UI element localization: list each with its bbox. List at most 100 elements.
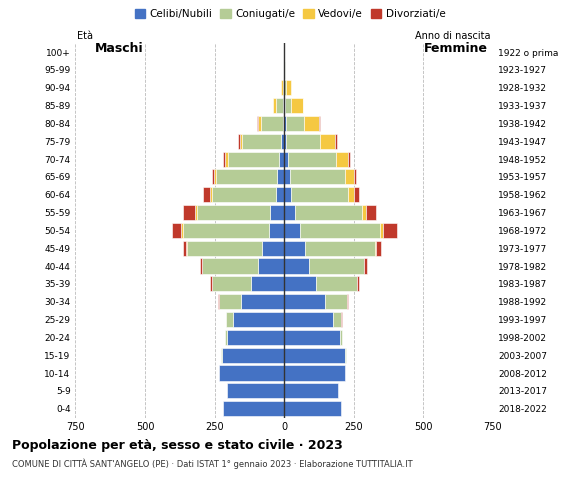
Bar (319, 116, 320, 131)
Bar (281, 134, 284, 149)
Bar (219, 294, 241, 309)
Bar (348, 187, 354, 203)
Bar (197, 205, 270, 220)
Bar (284, 116, 285, 131)
Bar (212, 276, 251, 291)
Bar (183, 223, 269, 238)
Bar (284, 365, 346, 381)
Bar (228, 152, 279, 167)
Bar (285, 98, 291, 113)
Bar (202, 258, 258, 274)
Bar (183, 205, 195, 220)
Bar (284, 187, 291, 203)
Bar (225, 330, 227, 345)
Bar (354, 169, 356, 184)
Bar (286, 80, 291, 96)
Bar (284, 223, 299, 238)
Bar (291, 98, 303, 113)
Bar (258, 258, 284, 274)
Bar (291, 169, 345, 184)
Bar (211, 276, 212, 291)
Bar (269, 223, 284, 238)
Bar (366, 205, 376, 220)
Bar (284, 205, 295, 220)
Bar (287, 134, 320, 149)
Bar (258, 116, 260, 131)
Bar (227, 330, 284, 345)
Bar (226, 152, 228, 167)
Bar (212, 169, 215, 184)
Bar (223, 152, 226, 167)
Bar (279, 152, 284, 167)
Bar (251, 276, 284, 291)
Bar (281, 80, 282, 96)
Bar (227, 383, 284, 398)
Bar (226, 312, 233, 327)
Bar (260, 116, 283, 131)
Bar (216, 169, 277, 184)
Text: COMUNE DI CITTÀ SANT'ANGELO (PE) · Dati ISTAT 1° gennaio 2023 · Elaborazione TUT: COMUNE DI CITTÀ SANT'ANGELO (PE) · Dati … (12, 458, 412, 469)
Text: Maschi: Maschi (95, 42, 143, 55)
Bar (333, 312, 341, 327)
Legend: Celibi/Nubili, Coniugati/e, Vedovi/e, Divorziati/e: Celibi/Nubili, Coniugati/e, Vedovi/e, Di… (130, 5, 450, 24)
Bar (362, 205, 366, 220)
Bar (195, 205, 197, 220)
Bar (256, 116, 258, 131)
Bar (240, 134, 242, 149)
Bar (284, 169, 291, 184)
Bar (219, 365, 284, 381)
Bar (336, 152, 348, 167)
Bar (284, 401, 341, 416)
Bar (215, 169, 216, 184)
Bar (282, 80, 284, 96)
Bar (212, 187, 276, 203)
Bar (284, 258, 309, 274)
Bar (320, 134, 335, 149)
Bar (233, 312, 284, 327)
Bar (291, 187, 348, 203)
Bar (284, 330, 340, 345)
Bar (335, 134, 337, 149)
Bar (284, 348, 346, 363)
Bar (172, 223, 182, 238)
Bar (241, 294, 284, 309)
Bar (270, 205, 284, 220)
Bar (284, 240, 305, 256)
Bar (325, 294, 347, 309)
Bar (276, 187, 284, 203)
Bar (357, 276, 359, 291)
Bar (277, 169, 284, 184)
Bar (305, 240, 375, 256)
Bar (273, 98, 277, 113)
Bar (284, 134, 287, 149)
Bar (376, 240, 381, 256)
Bar (284, 383, 339, 398)
Bar (304, 116, 319, 131)
Bar (285, 116, 304, 131)
Bar (288, 152, 336, 167)
Bar (183, 240, 186, 256)
Bar (242, 134, 281, 149)
Bar (284, 80, 286, 96)
Bar (284, 312, 333, 327)
Bar (284, 276, 316, 291)
Bar (348, 152, 350, 167)
Bar (383, 223, 397, 238)
Bar (354, 187, 360, 203)
Bar (187, 240, 262, 256)
Bar (238, 134, 240, 149)
Bar (295, 205, 362, 220)
Bar (221, 348, 222, 363)
Bar (223, 401, 284, 416)
Bar (277, 98, 284, 113)
Bar (284, 98, 285, 113)
Bar (284, 152, 288, 167)
Bar (211, 187, 212, 203)
Text: Età: Età (78, 31, 93, 40)
Bar (222, 348, 284, 363)
Bar (340, 330, 342, 345)
Bar (204, 187, 211, 203)
Bar (284, 294, 325, 309)
Bar (375, 240, 376, 256)
Text: Anno di nascita: Anno di nascita (415, 31, 491, 40)
